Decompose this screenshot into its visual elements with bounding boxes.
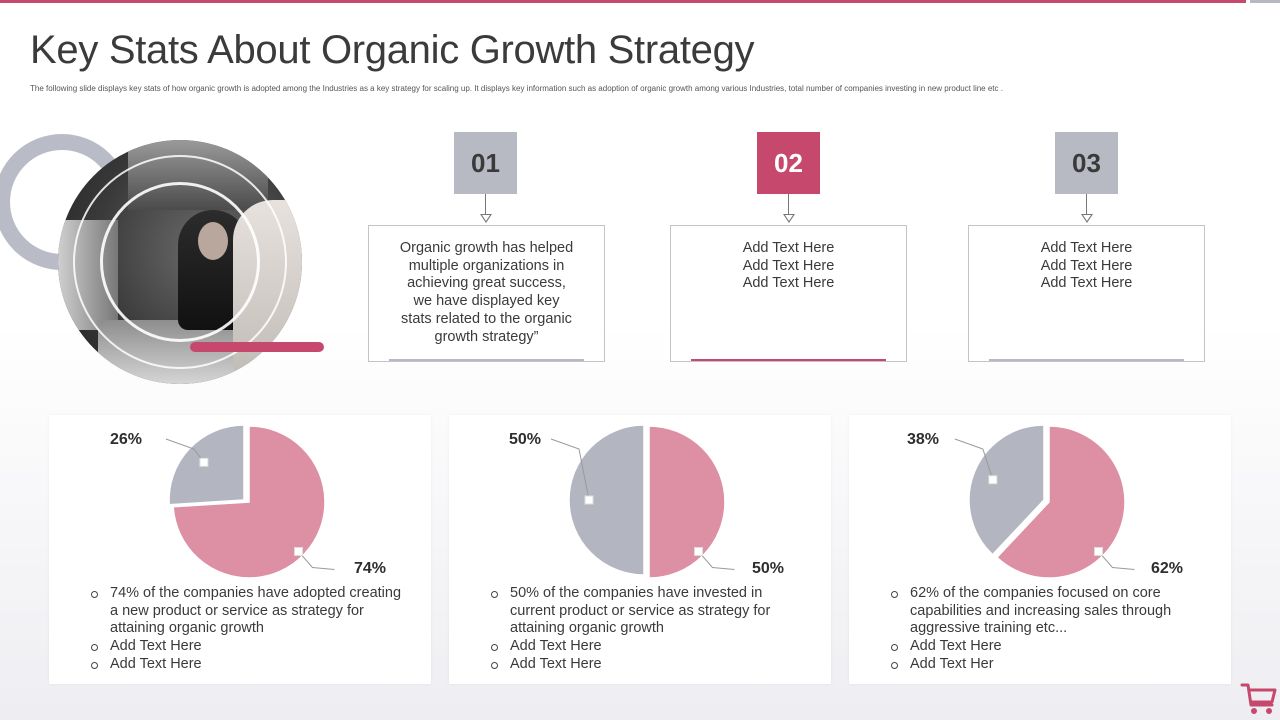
leader-marker-large bbox=[293, 546, 303, 556]
top-accent-bar-tail bbox=[1250, 0, 1280, 3]
page-subtitle: The following slide displays key stats o… bbox=[30, 84, 1003, 93]
leader-marker-small bbox=[584, 495, 594, 505]
list-item: 62% of the companies focused on core cap… bbox=[891, 585, 1211, 638]
leader-marker-large bbox=[693, 546, 703, 556]
arrow-down-icon bbox=[1081, 214, 1093, 223]
arrow-down-icon bbox=[783, 214, 795, 223]
pie-slice-large bbox=[172, 425, 326, 579]
list-item: Add Text Here bbox=[491, 638, 811, 656]
step-number-1: 01 bbox=[454, 132, 517, 194]
photo-graphic bbox=[0, 130, 330, 390]
accent-pill bbox=[190, 342, 324, 352]
stat-card-3: 38% 62% 62% of the companies focused on … bbox=[849, 415, 1231, 684]
photo-ring-outer bbox=[73, 155, 287, 369]
step-3-text-line: Add Text Here bbox=[1040, 257, 1133, 274]
step-box-3: Add Text Here Add Text Here Add Text Her… bbox=[968, 225, 1205, 362]
pie-label-small: 26% bbox=[110, 431, 143, 448]
shopping-cart-icon[interactable] bbox=[1240, 681, 1278, 717]
step-number-3: 03 bbox=[1055, 132, 1118, 194]
step-connector-2 bbox=[788, 194, 789, 214]
step-2-text-line: Add Text Here bbox=[742, 257, 835, 274]
step-1-text-line: we have displayed key bbox=[413, 293, 560, 310]
leader-line-large bbox=[698, 551, 735, 570]
page-title: Key Stats About Organic Growth Strategy bbox=[30, 28, 755, 72]
pie-slice-small bbox=[568, 424, 645, 576]
step-box-underline bbox=[389, 359, 584, 361]
pie-label-small: 38% bbox=[907, 431, 940, 448]
step-1-text-line: achieving great success, bbox=[407, 275, 566, 292]
step-box-underline bbox=[691, 359, 886, 361]
list-item: 74% of the companies have adopted creati… bbox=[91, 585, 411, 638]
leader-line-small bbox=[550, 438, 590, 501]
step-1-text-line: multiple organizations in bbox=[408, 257, 565, 274]
pie-label-large: 62% bbox=[1151, 560, 1184, 577]
pie-label-large: 74% bbox=[354, 560, 387, 577]
leader-line-small bbox=[954, 438, 994, 480]
stat-card-2: 50% 50% 50% of the companies have invest… bbox=[449, 415, 831, 684]
pie-chart-2 bbox=[550, 424, 735, 579]
step-2-text-line: Add Text Here bbox=[742, 275, 835, 292]
step-box-1: Organic growth has helped multiple organ… bbox=[368, 225, 605, 362]
step-box-underline bbox=[989, 359, 1184, 361]
top-accent-bar bbox=[0, 0, 1246, 3]
step-1-text-line: stats related to the organic bbox=[401, 310, 572, 327]
pie-label-small: 50% bbox=[509, 431, 542, 448]
pie-chart-3 bbox=[954, 424, 1135, 579]
stat-card-1: 26% 74% 74% of the companies have adopte… bbox=[49, 415, 431, 684]
list-item: 50% of the companies have invested in cu… bbox=[491, 585, 811, 638]
stat-bullets-2: 50% of the companies have invested in cu… bbox=[491, 585, 811, 674]
pie-label-large: 50% bbox=[752, 560, 785, 577]
leader-line-large bbox=[1098, 551, 1135, 570]
leader-marker-small bbox=[199, 457, 209, 467]
leader-line-large bbox=[298, 551, 335, 570]
step-connector-1 bbox=[485, 194, 486, 214]
list-item: Add Text Here bbox=[491, 656, 811, 674]
step-3-text-line: Add Text Here bbox=[1040, 240, 1133, 256]
stat-bullets-1: 74% of the companies have adopted creati… bbox=[91, 585, 411, 674]
step-3-text-line: Add Text Here bbox=[1040, 275, 1133, 292]
list-item: Add Text Her bbox=[891, 656, 1211, 674]
arrow-down-icon bbox=[480, 214, 492, 223]
leader-marker-large bbox=[1093, 546, 1103, 556]
list-item: Add Text Here bbox=[891, 638, 1211, 656]
leader-marker-small bbox=[988, 475, 998, 485]
pie-slice-large bbox=[648, 425, 726, 579]
step-2-text-line: Add Text Here bbox=[742, 240, 835, 256]
step-box-2: Add Text Here Add Text Here Add Text Her… bbox=[670, 225, 907, 362]
stat-bullets-3: 62% of the companies focused on core cap… bbox=[891, 585, 1211, 674]
list-item: Add Text Here bbox=[91, 638, 411, 656]
step-connector-3 bbox=[1086, 194, 1087, 214]
pie-chart-1 bbox=[165, 424, 335, 579]
pie-slice-large bbox=[995, 425, 1126, 579]
photo-ring-inner bbox=[100, 182, 260, 342]
step-1-text-line: Organic growth has helped bbox=[399, 240, 574, 256]
list-item: Add Text Here bbox=[91, 656, 411, 674]
step-number-2: 02 bbox=[757, 132, 820, 194]
step-1-text-line: growth strategy” bbox=[434, 328, 539, 345]
pie-slice-small bbox=[968, 424, 1045, 556]
